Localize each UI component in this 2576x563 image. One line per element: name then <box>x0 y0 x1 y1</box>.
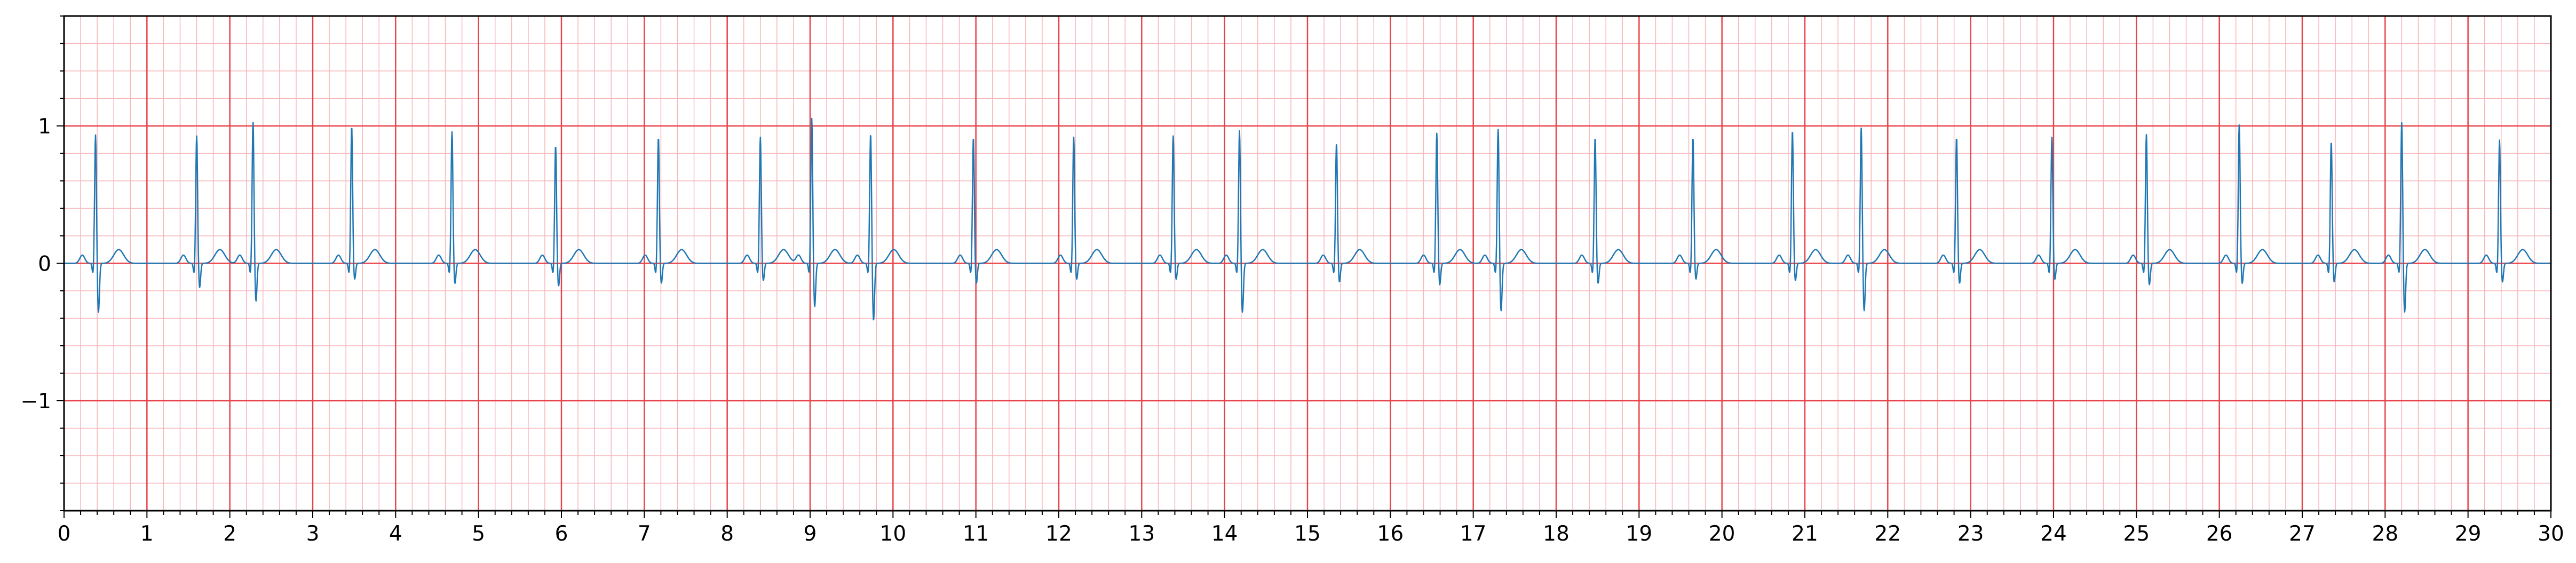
ecg-trace-layer <box>64 117 2551 321</box>
y-tick-label: 1 <box>38 115 51 139</box>
y-axis-ticks: 1 0 −1 <box>21 15 64 511</box>
x-tick-label: 11 <box>963 522 989 546</box>
x-tick-label: 13 <box>1129 522 1155 546</box>
x-tick-label: 24 <box>2040 522 2067 546</box>
x-tick-label: 21 <box>1792 522 1818 546</box>
x-tick-label: 1 <box>140 522 154 546</box>
x-tick-label: 19 <box>1626 522 1653 546</box>
x-tick-label: 16 <box>1377 522 1404 546</box>
x-tick-label: 26 <box>2206 522 2233 546</box>
x-tick-label: 9 <box>804 522 817 546</box>
x-tick-label: 28 <box>2372 522 2399 546</box>
x-tick-label: 18 <box>1543 522 1570 546</box>
x-tick-label: 22 <box>1875 522 1901 546</box>
x-tick-label: 20 <box>1709 522 1735 546</box>
x-axis-ticks: 0 1 2 3 4 5 6 7 8 9 10 11 12 13 14 15 16 17 18 19 20 21 22 23 24… <box>58 511 2564 546</box>
x-tick-label: 25 <box>2123 522 2150 546</box>
x-tick-label: 14 <box>1211 522 1238 546</box>
x-tick-label: 0 <box>58 522 71 546</box>
x-tick-label: 2 <box>223 522 236 546</box>
x-tick-label: 15 <box>1294 522 1321 546</box>
x-tick-label: 23 <box>1957 522 1984 546</box>
ecg-series-line <box>64 117 2551 321</box>
x-tick-label: 5 <box>472 522 485 546</box>
x-tick-label: 7 <box>638 522 651 546</box>
x-tick-label: 17 <box>1460 522 1487 546</box>
x-tick-label: 6 <box>555 522 568 546</box>
y-tick-label: 0 <box>38 252 51 276</box>
x-tick-label: 27 <box>2289 522 2316 546</box>
y-tick-label: −1 <box>21 390 52 414</box>
x-tick-label: 12 <box>1045 522 1072 546</box>
x-tick-label: 30 <box>2538 522 2564 546</box>
x-tick-label: 4 <box>389 522 402 546</box>
x-tick-label: 8 <box>720 522 734 546</box>
x-tick-label: 29 <box>2455 522 2482 546</box>
x-tick-label: 10 <box>880 522 907 546</box>
x-tick-label: 3 <box>306 522 320 546</box>
